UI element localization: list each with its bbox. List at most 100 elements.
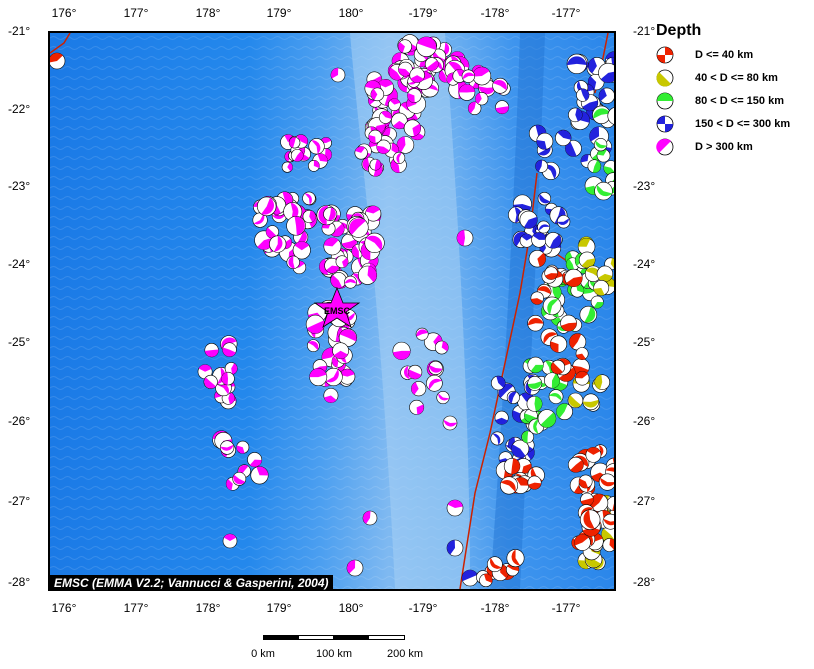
earthquake-marker — [582, 393, 600, 411]
earthquake-marker — [456, 229, 474, 247]
earthquake-marker — [506, 549, 525, 568]
earthquake-marker — [479, 573, 493, 588]
earthquake-marker — [428, 360, 443, 376]
earthquake-marker — [537, 409, 557, 428]
earthquake-marker — [232, 471, 247, 486]
earthquake-marker — [527, 356, 544, 373]
earthquake-marker — [224, 362, 238, 375]
lat-label-right: -21° — [633, 24, 656, 38]
earthquake-marker — [598, 87, 614, 104]
lon-label-top: -178° — [480, 6, 510, 20]
earthquake-marker — [236, 440, 250, 454]
earthquake-marker — [398, 61, 413, 77]
earthquake-marker — [221, 371, 235, 386]
earthquake-marker — [564, 268, 583, 288]
earthquake-marker — [364, 232, 385, 254]
earthquake-marker — [607, 107, 614, 125]
earthquake-marker — [330, 67, 346, 83]
lat-label-right: -27° — [633, 494, 656, 508]
earthquake-marker — [495, 100, 510, 115]
earthquake-marker — [302, 191, 316, 206]
legend-label: 80 < D <= 150 km — [695, 95, 784, 107]
earthquake-marker — [307, 339, 320, 353]
earthquake-marker — [506, 390, 520, 404]
lat-label-left: -24° — [8, 257, 31, 271]
legend-label: D > 300 km — [695, 141, 753, 153]
earthquake-marker — [519, 233, 534, 248]
lon-label-bottom: -178° — [480, 601, 510, 615]
earthquake-marker — [286, 215, 306, 236]
beachball-blue-icon — [656, 115, 674, 133]
earthquake-marker — [357, 265, 378, 285]
earthquake-marker — [521, 430, 534, 444]
earthquake-marker — [548, 389, 564, 404]
earthquake-marker — [567, 392, 584, 409]
earthquake-marker — [578, 474, 593, 489]
lon-label-top: 179° — [266, 6, 292, 20]
earthquake-marker — [335, 255, 349, 269]
earthquake-marker — [426, 374, 443, 392]
earthquake-marker — [596, 265, 614, 282]
epicenter-star[interactable] — [313, 286, 361, 328]
earthquake-marker — [491, 375, 506, 391]
earthquake-marker — [565, 140, 582, 157]
earthquake-marker — [307, 160, 320, 172]
earthquake-marker — [602, 538, 614, 552]
earthquake-marker — [567, 456, 584, 473]
epicenter-label: EMSC — [324, 306, 351, 316]
lat-label-right: -24° — [633, 257, 656, 271]
earthquake-marker — [511, 439, 530, 458]
scale-segment — [333, 635, 369, 640]
earthquake-marker — [556, 403, 573, 421]
earthquake-marker — [309, 368, 328, 387]
earthquake-marker — [203, 374, 218, 390]
lat-label-left: -26° — [8, 414, 31, 428]
lon-label-top: -177° — [551, 6, 581, 20]
earthquake-marker — [265, 225, 279, 239]
earthquake-marker — [550, 359, 566, 375]
earthquake-marker — [292, 241, 311, 260]
earthquake-marker — [537, 220, 550, 234]
lon-label-top: 180° — [338, 6, 364, 20]
earthquake-marker — [368, 129, 383, 144]
legend-item: 40 < D <= 80 km — [652, 69, 812, 92]
beachball-magenta-icon — [656, 138, 674, 156]
earthquake-marker — [365, 205, 382, 222]
earthquake-marker — [308, 138, 325, 155]
lon-label-bottom: 180° — [338, 601, 364, 615]
lon-label-top: 176° — [51, 6, 77, 20]
earthquake-marker — [490, 431, 505, 446]
lat-label-left: -28° — [8, 575, 31, 589]
earthquake-marker — [50, 52, 66, 70]
earthquake-marker — [527, 315, 544, 332]
earthquake-marker — [486, 556, 503, 573]
earthquake-marker — [222, 342, 237, 357]
earthquake-marker — [575, 347, 589, 360]
earthquake-marker — [523, 408, 538, 423]
earthquake-marker — [598, 62, 614, 83]
lon-label-bottom: -177° — [551, 601, 581, 615]
bathymetry-map[interactable]: EMSC — [50, 33, 614, 589]
earthquake-marker — [409, 399, 425, 415]
earthquake-marker — [570, 283, 585, 298]
earthquake-marker — [580, 492, 594, 507]
earthquake-marker — [397, 39, 413, 54]
earthquake-markers — [50, 34, 614, 588]
earthquake-marker — [346, 559, 364, 577]
earthquake-marker — [494, 410, 509, 425]
trench-deep — [490, 33, 545, 589]
earthquake-marker — [281, 161, 293, 173]
earthquake-marker — [544, 372, 561, 389]
earthquake-marker — [376, 139, 391, 154]
earthquake-marker — [584, 265, 602, 282]
earthquake-marker — [348, 217, 369, 238]
earthquake-marker — [338, 328, 358, 347]
earthquake-marker — [594, 181, 613, 201]
earthquake-marker — [574, 534, 591, 551]
earthquake-marker — [598, 473, 614, 491]
earthquake-marker — [323, 207, 338, 222]
earthquake-marker — [472, 66, 492, 86]
earthquake-marker — [590, 295, 604, 309]
map-frame[interactable]: EMSC — [48, 31, 616, 591]
scale-bar — [263, 635, 405, 641]
